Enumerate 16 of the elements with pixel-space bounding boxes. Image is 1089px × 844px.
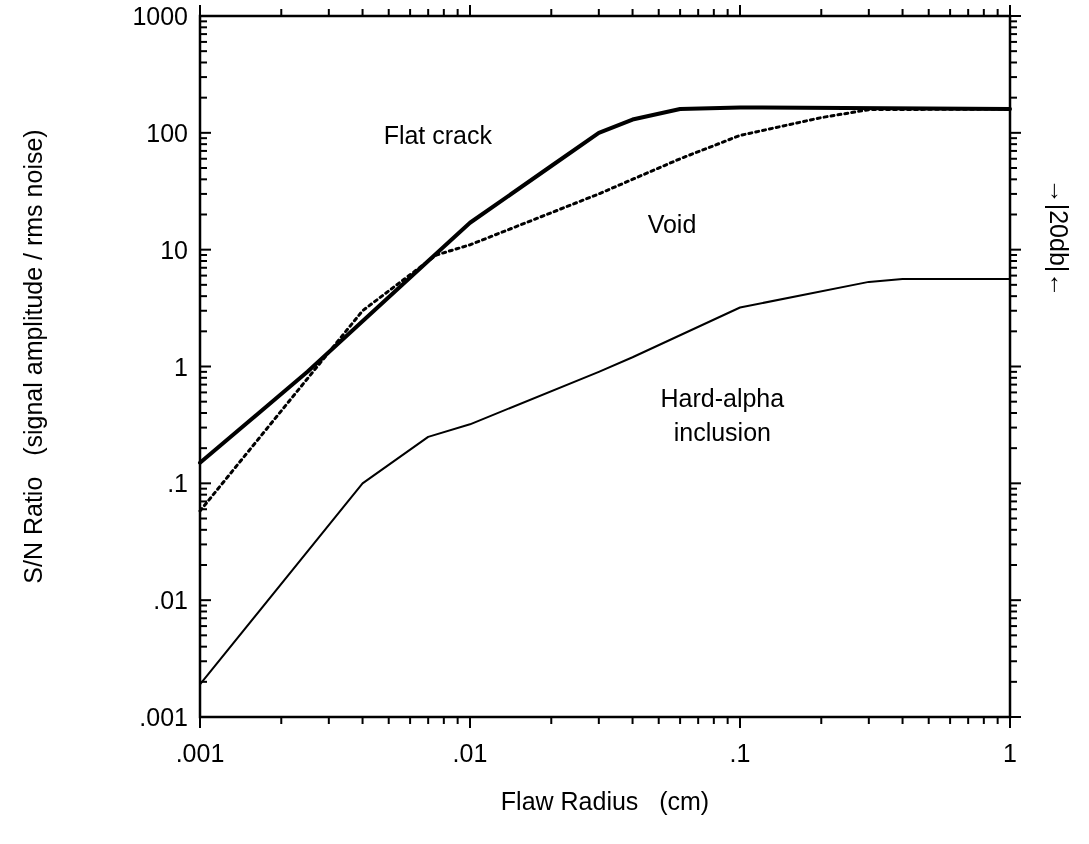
y-tick-label: 100: [146, 118, 188, 147]
x-tick-label: .01: [452, 739, 488, 767]
x-tick-label: .1: [729, 739, 751, 767]
series-label: Void: [647, 209, 697, 238]
text: →|20db|←: [1045, 178, 1073, 298]
y-tick-label: .001: [139, 703, 188, 731]
series-label: Hard-alpha inclusion: [660, 384, 785, 447]
y-tick-label: 1: [174, 352, 188, 381]
x-tick-label: 1: [1003, 739, 1017, 767]
y-tick-label: .01: [153, 586, 188, 615]
y-tick-label: 1000: [132, 2, 188, 30]
y-tick-label: 10: [160, 235, 188, 264]
y-tick-label: .1: [167, 469, 188, 498]
y-axis-title: S/N Ratio (signal amplitude / rms noise): [19, 129, 47, 584]
x-axis-title: Flaw Radius (cm): [500, 787, 710, 815]
series-label: Flat crack: [383, 121, 493, 150]
